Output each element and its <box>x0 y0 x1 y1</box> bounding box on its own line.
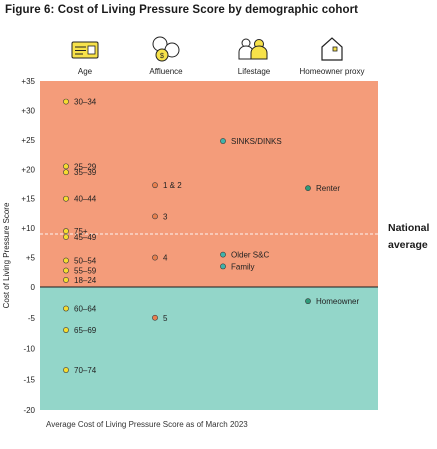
footnote: Average Cost of Living Pressure Score as… <box>46 420 248 429</box>
y-tick-label: +35 <box>21 77 35 86</box>
data-point <box>63 277 69 283</box>
below-average-band <box>40 287 378 410</box>
data-point <box>63 257 69 264</box>
national-average-line2: average <box>388 239 428 251</box>
y-tick-label: +10 <box>21 224 35 233</box>
series-lifestage: SINKS/DINKS Older S&C Family <box>220 137 282 271</box>
data-point <box>220 251 226 258</box>
data-point <box>63 267 69 274</box>
data-point <box>63 228 69 234</box>
y-axis-label: Cost of Living Pressure Score <box>2 202 11 308</box>
national-average-label: National average <box>388 220 429 254</box>
data-label: 40–44 <box>74 195 97 204</box>
national-average-line1: National <box>388 222 430 234</box>
y-tick-label: +20 <box>21 165 35 174</box>
data-label: 50–54 <box>74 257 97 266</box>
data-label: 3 <box>163 212 168 221</box>
house-icon <box>321 37 343 61</box>
data-point <box>152 254 158 261</box>
data-label: Renter <box>316 184 340 193</box>
chart-title: Figure 6: Cost of Living Pressure Score … <box>5 4 359 16</box>
data-label: 18–24 <box>74 276 97 285</box>
y-tick-label: -15 <box>23 375 35 384</box>
data-point <box>220 263 226 270</box>
data-point <box>305 298 311 305</box>
data-label: 4 <box>163 254 168 263</box>
data-label: SINKS/DINKS <box>231 137 282 146</box>
category-label: Lifestage <box>238 67 271 76</box>
data-point <box>152 314 158 321</box>
y-tick-label: 0 <box>31 283 36 292</box>
data-point <box>152 213 158 220</box>
data-label: 60–64 <box>74 305 97 314</box>
category-label: Age <box>78 67 93 76</box>
data-label: 65–69 <box>74 326 97 335</box>
data-point <box>63 327 69 333</box>
y-tick-label: -5 <box>28 314 36 323</box>
id-card-icon <box>71 41 99 59</box>
y-tick-label: +15 <box>21 195 35 204</box>
data-label: 55–59 <box>74 267 97 276</box>
data-point <box>305 185 311 192</box>
data-point <box>63 98 69 105</box>
series-homeowner-proxy: Renter Homeowner <box>305 184 359 306</box>
svg-text:$: $ <box>160 53 164 60</box>
data-label: 75+ <box>74 227 88 236</box>
y-tick-label: -20 <box>23 406 35 415</box>
data-point <box>63 169 69 176</box>
data-label: Older S&C <box>231 251 269 260</box>
data-label: 5 <box>163 314 168 323</box>
data-label: 30–34 <box>74 98 97 107</box>
data-label: Homeowner <box>316 297 359 306</box>
above-average-band <box>40 81 378 287</box>
data-point <box>152 182 158 189</box>
data-point <box>63 195 69 202</box>
data-label: Family <box>231 262 255 271</box>
y-tick-label: -10 <box>23 345 35 354</box>
data-point <box>220 138 226 144</box>
data-label: 35–39 <box>74 168 97 177</box>
coins-icon: $ <box>152 36 180 62</box>
data-label: 25–29 <box>74 162 97 171</box>
y-tick-label: +5 <box>26 254 36 263</box>
data-point <box>63 305 69 312</box>
y-tick-label: +25 <box>21 136 35 145</box>
data-label: 45–49 <box>74 233 97 242</box>
family-icon <box>238 38 268 60</box>
data-point <box>63 367 69 373</box>
category-label: Homeowner proxy <box>300 67 365 76</box>
data-point <box>63 163 69 170</box>
data-point <box>63 234 69 240</box>
y-tick-label: +30 <box>21 106 35 115</box>
data-label: 1 & 2 <box>163 181 182 190</box>
data-label: 70–74 <box>74 366 97 375</box>
category-label: Affluence <box>149 67 183 76</box>
series-affluence: 1 & 2 3 4 5 <box>152 181 182 323</box>
